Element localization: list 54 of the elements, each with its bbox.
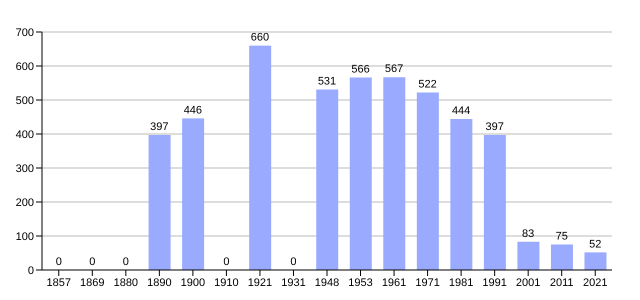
x-tick-label: 1880 xyxy=(114,276,138,289)
x-tick-label: 1953 xyxy=(348,276,373,289)
x-tick-label: 1981 xyxy=(448,276,474,289)
bar xyxy=(316,89,338,270)
x-tick-label: 2011 xyxy=(550,276,574,289)
bar xyxy=(517,242,540,270)
x-tick-label: 1991 xyxy=(482,276,507,289)
bar xyxy=(148,135,171,270)
bar xyxy=(249,46,272,270)
x-tick-label: 1961 xyxy=(382,276,406,289)
x-tick-label: 2001 xyxy=(516,276,540,289)
y-tick-label: 300 xyxy=(16,162,34,175)
data-label: 0 xyxy=(89,256,96,268)
x-tick-label: 2021 xyxy=(582,276,608,289)
x-tick-label: 1971 xyxy=(415,276,440,289)
data-label: 397 xyxy=(485,121,504,134)
y-tick-label: 400 xyxy=(16,128,34,141)
x-tick-label: 1900 xyxy=(180,276,206,289)
data-label: 75 xyxy=(556,230,568,242)
bar xyxy=(416,92,439,270)
bar xyxy=(550,244,573,270)
y-tick-label: 600 xyxy=(16,60,34,73)
data-label: 446 xyxy=(184,104,202,116)
x-tick-label: 1890 xyxy=(147,276,172,289)
bar xyxy=(182,118,204,270)
bar xyxy=(484,135,506,270)
bar xyxy=(350,78,372,270)
data-label: 567 xyxy=(384,63,404,76)
bar xyxy=(383,77,406,270)
bar xyxy=(584,252,606,270)
data-label: 566 xyxy=(351,64,370,76)
data-label: 83 xyxy=(522,228,534,240)
data-label: 0 xyxy=(223,256,230,268)
data-label: 660 xyxy=(250,32,270,44)
data-label: 531 xyxy=(318,75,336,88)
data-label: 0 xyxy=(122,256,129,268)
data-label: 397 xyxy=(150,121,169,134)
x-tick-label: 1869 xyxy=(80,276,105,289)
x-tick-label: 1910 xyxy=(214,276,239,289)
data-label: 522 xyxy=(418,78,437,91)
data-label: 52 xyxy=(589,238,602,250)
y-tick-label: 500 xyxy=(16,94,34,107)
x-tick-label: 1921 xyxy=(248,276,272,289)
y-tick-label: 0 xyxy=(28,264,34,277)
bar xyxy=(450,119,472,270)
y-tick-label: 100 xyxy=(16,230,34,243)
x-tick-label: 1931 xyxy=(281,276,306,289)
data-label: 0 xyxy=(56,256,62,268)
y-tick-label: 200 xyxy=(16,196,34,209)
data-label: 0 xyxy=(290,256,297,268)
x-tick-label: 1948 xyxy=(314,276,340,289)
y-tick-label: 700 xyxy=(16,26,34,39)
x-tick-label: 1857 xyxy=(46,276,72,289)
data-label: 444 xyxy=(452,105,470,118)
